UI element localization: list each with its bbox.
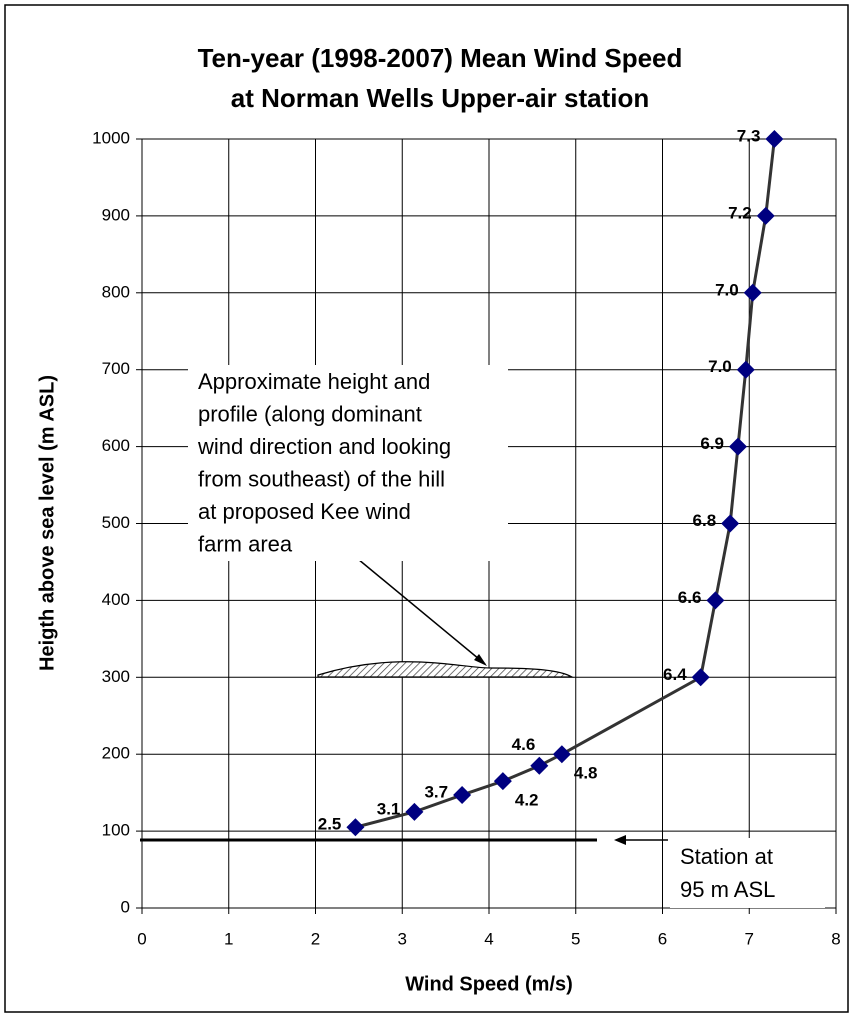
y-tick-label: 800 <box>102 282 130 301</box>
data-point <box>765 130 784 148</box>
y-tick-label: 600 <box>102 436 130 455</box>
x-tick-label: 0 <box>137 929 146 948</box>
data-label: 6.8 <box>693 511 717 530</box>
data-point <box>728 437 747 456</box>
data-point <box>346 818 365 837</box>
data-point <box>721 514 740 533</box>
annotations: Approximate height and profile (along dom… <box>197 369 775 902</box>
data-label: 7.3 <box>737 126 761 145</box>
data-point <box>493 772 512 791</box>
annotation-text: 95 m ASL <box>680 877 775 902</box>
y-tick-label: 1000 <box>92 128 130 147</box>
data-point <box>552 745 571 764</box>
data-label: 4.8 <box>574 764 598 783</box>
data-point <box>743 283 762 302</box>
x-tick-label: 2 <box>311 929 320 948</box>
y-tick-label: 300 <box>102 667 130 686</box>
data-line <box>355 138 776 829</box>
data-label: 7.0 <box>708 357 732 376</box>
annotation-text: Station at <box>680 844 773 869</box>
data-point <box>691 668 710 687</box>
x-tick-label: 3 <box>398 929 407 948</box>
data-label: 7.0 <box>715 280 739 299</box>
plot-frame <box>141 138 837 909</box>
data-label: 4.6 <box>512 735 536 754</box>
data-point <box>706 591 725 610</box>
data-point <box>530 756 549 775</box>
y-axis-label: Heigth above sea level (m ASL) <box>36 375 58 671</box>
x-tick-label: 1 <box>224 929 233 948</box>
annotation-box <box>670 838 825 908</box>
data-label: 6.6 <box>678 588 702 607</box>
x-tick-label: 4 <box>484 929 493 948</box>
y-tick-label: 200 <box>102 744 130 763</box>
chart-title: at Norman Wells Upper-air station <box>231 83 650 113</box>
annotation-box <box>188 365 508 561</box>
data-point <box>736 360 755 379</box>
annotation-text: at proposed Kee wind <box>198 499 411 524</box>
annotation-text: wind direction and looking <box>197 434 451 459</box>
data-point <box>756 206 775 225</box>
grid: 0 1 2 3 4 5 6 7 8 0 100 200 300 400 500 600 700 800 900 100… <box>92 128 841 948</box>
chart-title: Ten-year (1998-2007) Mean Wind Speed <box>198 43 683 73</box>
arrow-head <box>474 654 487 666</box>
annotation-text: farm area <box>198 531 293 556</box>
y-tick-label: 500 <box>102 513 130 532</box>
data-label: 3.7 <box>424 782 448 801</box>
y-tick-label: 900 <box>102 205 130 224</box>
data-label: 4.2 <box>515 791 539 810</box>
plot: 2.5 3.1 3.7 4.2 4.6 4.8 6.4 6.6 6.8 6.9 7.0 7.0 7.2 7… <box>318 126 784 837</box>
hill-profile <box>317 661 575 678</box>
data-point <box>405 802 424 821</box>
data-label: 2.5 <box>318 815 342 834</box>
y-tick-label: 0 <box>121 897 130 916</box>
annotation-text: Approximate height and <box>198 369 430 394</box>
y-tick-label: 100 <box>102 821 130 840</box>
data-label: 7.2 <box>728 203 752 222</box>
annotation-text: from southeast) of the hill <box>198 466 445 491</box>
data-point <box>453 785 472 804</box>
y-tick-label: 700 <box>102 359 130 378</box>
data-label: 6.4 <box>663 665 687 684</box>
annotation-text: profile (along dominant <box>198 401 422 426</box>
data-label: 6.9 <box>700 434 724 453</box>
x-tick-label: 7 <box>745 929 754 948</box>
y-tick-label: 400 <box>102 590 130 609</box>
arrow-head <box>614 835 626 845</box>
x-tick-label: 6 <box>658 929 667 948</box>
x-tick-label: 8 <box>831 929 840 948</box>
x-axis-label: Wind Speed (m/s) <box>405 973 573 995</box>
data-label: 3.1 <box>377 799 401 818</box>
x-tick-label: 5 <box>571 929 580 948</box>
